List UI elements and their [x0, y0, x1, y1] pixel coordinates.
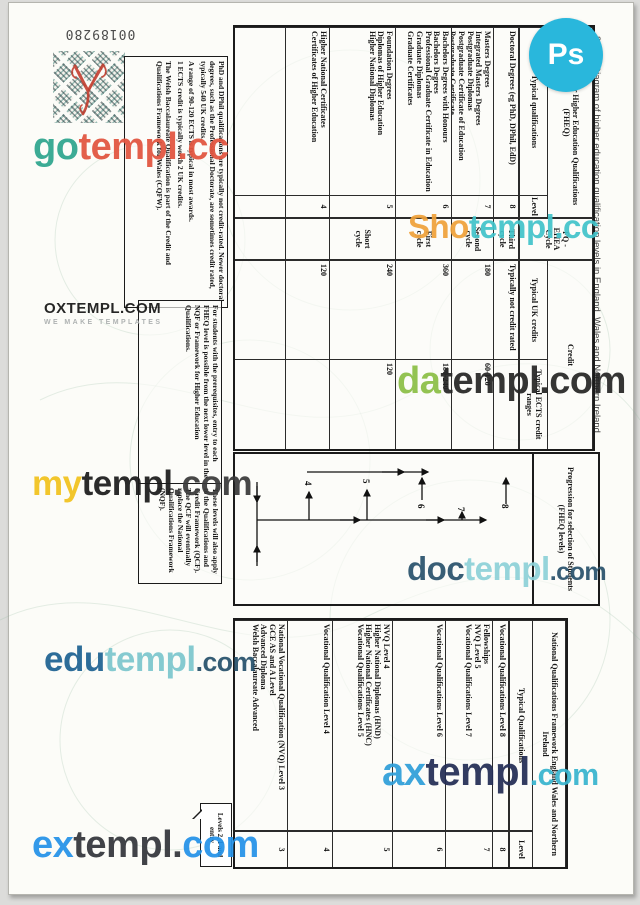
watermark-text: templ	[468, 208, 555, 245]
photoshop-badge: Ps	[529, 18, 603, 92]
progression-level-6: 6	[416, 504, 426, 509]
fheq-row-ects: 120	[330, 359, 396, 449]
nqf-row-quals: Fellowships NVQ Level 5 Vocational Quali…	[446, 620, 493, 830]
stamp-monogram-icon	[71, 63, 107, 116]
fheq-col-uk-credits: Typical UK credits	[520, 259, 548, 359]
nqf-row-quals: Vocational Qualifications Level 8	[493, 620, 510, 830]
progression-level-5: 5	[361, 479, 371, 484]
serial-number: 00189280	[64, 26, 136, 41]
watermark-text: .com	[549, 558, 607, 586]
progression-arrow-diagram: 4 5 6 7 8	[253, 468, 510, 566]
watermark-text: ex	[32, 824, 74, 866]
nqf-row-level: 6	[393, 830, 446, 867]
watermark-text: templ	[78, 126, 178, 168]
watermark-extempl: extempl.com	[32, 824, 259, 867]
fheq-row-quals: Higher National Certificates Certificate…	[286, 27, 330, 195]
footnote: The Welsh Baccalaureate Qualification is…	[154, 61, 173, 265]
watermark-shotempl: Shotempl.cc	[408, 208, 599, 246]
fheq-row-quals: Foundation Degrees Diplomas of Higher Ed…	[330, 27, 396, 195]
watermark-text: templ	[104, 640, 196, 679]
watermark-mytempl: mytempl.com	[32, 464, 253, 504]
nqf-row-level: 8	[493, 830, 510, 867]
watermark-text: templ	[440, 360, 540, 402]
fheq-row-quals: Masters Degrees Integrated Masters Degre…	[452, 27, 494, 195]
progression-level-8: 8	[500, 504, 510, 509]
nqf-row-quals: Vocational Qualification Level 4	[288, 620, 333, 830]
fheq-col-credit-group: Credit	[548, 259, 593, 449]
watermark-edutempl: edutempl.com	[44, 640, 256, 680]
fheq-row-cycle: Short cycle	[330, 217, 396, 259]
watermark-text: OXTEMPL.COM	[44, 300, 162, 317]
watermark-doctempl: doctempl.com	[407, 550, 607, 588]
watermark-text: my	[32, 464, 82, 503]
nqf-col-qualifications: Typical Qualifications	[510, 620, 533, 830]
nqf-row-level: 4	[288, 830, 333, 867]
nqf-col-level: Level	[510, 830, 533, 867]
fheq-row-uk-credits: 120	[286, 259, 330, 359]
watermark-text: .com	[172, 464, 253, 503]
watermark-tagline: WE MAKE TEMPLATES	[44, 319, 163, 326]
progression-panel: Progression for selection of Students (F…	[233, 452, 600, 606]
fheq-empty-cell	[235, 217, 286, 259]
fheq-empty-cell	[235, 359, 286, 449]
fheq-row-level: 5	[330, 195, 396, 217]
fheq-empty-cell	[235, 27, 286, 195]
watermark-text: go	[33, 126, 79, 168]
callout-arrow-icon	[192, 809, 202, 819]
progression-level-7: 7	[456, 507, 466, 512]
fheq-row-ects	[286, 359, 330, 449]
watermark-text: com	[182, 824, 259, 866]
watermark-text: .com	[529, 758, 599, 792]
fheq-row-uk-credits: 360	[396, 259, 452, 359]
fheq-row-level: 4	[286, 195, 330, 217]
watermark-text: doc	[407, 550, 465, 587]
footnote: A range of 90-120 ECTS is typical in mos…	[187, 61, 197, 222]
footnotes-box-right: For students with the prerequisites, ent…	[138, 300, 222, 584]
nqf-row-level: 7	[446, 830, 493, 867]
watermark-text: ax	[382, 750, 426, 794]
fheq-row-uk-credits: 180	[452, 259, 494, 359]
footnote: 1 ECTS credit is typically worth 2 UK cr…	[175, 61, 185, 209]
nqf-table: National Qualifications Framework Englan…	[233, 618, 568, 869]
nqf-row-quals: NVQ Level 4 Higher National Diplomas (HN…	[333, 620, 393, 830]
nqf-row-level: 5	[333, 830, 393, 867]
watermark-text: da	[397, 360, 441, 402]
fheq-row-cycle	[286, 217, 330, 259]
fheq-empty-cell	[235, 195, 286, 217]
nqf-row-quals: Vocational Qualifications Level 6	[393, 620, 446, 830]
footnotes-box-left: PhD and DPhil qualifications are typical…	[124, 56, 228, 308]
watermark-text: edu	[44, 640, 105, 679]
watermark-text: templ	[81, 464, 173, 503]
watermark-text: .cc	[177, 126, 229, 168]
watermark-text: templ	[425, 750, 531, 794]
footnote: PhD and DPhil qualifications are typical…	[199, 61, 226, 302]
watermark-text: Sho	[408, 208, 469, 245]
watermark-text: .cc	[554, 208, 599, 245]
fheq-empty-cell	[235, 259, 286, 359]
nqf-header: National Qualifications Framework Englan…	[533, 620, 566, 867]
fheq-row-uk-credits: Typically not credit rated	[494, 259, 520, 359]
security-stamp	[53, 51, 125, 123]
fheq-row-uk-credits: 240	[330, 259, 396, 359]
watermark-datempl: datempl.com	[397, 360, 626, 403]
watermark-gotempl: gotempl.cc	[33, 126, 229, 169]
watermark-text: templ.	[73, 824, 183, 866]
footnote: For students with the prerequisites, ent…	[139, 301, 221, 484]
fheq-row-quals: Bachelors Degrees with Honours Bachelors…	[396, 27, 452, 195]
fheq-row-quals: Doctoral Degrees (eg PhD, DPhil, EdD)	[494, 27, 520, 195]
watermark-text: .com	[195, 647, 257, 677]
watermark-text: .com	[539, 360, 626, 402]
watermark-text: templ	[464, 550, 550, 587]
watermark-oxtempl: OXTEMPL.COM WE MAKE TEMPLATES	[44, 300, 162, 326]
photoshop-badge-label: Ps	[547, 38, 585, 71]
progression-level-4: 4	[303, 481, 313, 486]
watermark-axtempl: axtempl.com	[382, 750, 599, 795]
